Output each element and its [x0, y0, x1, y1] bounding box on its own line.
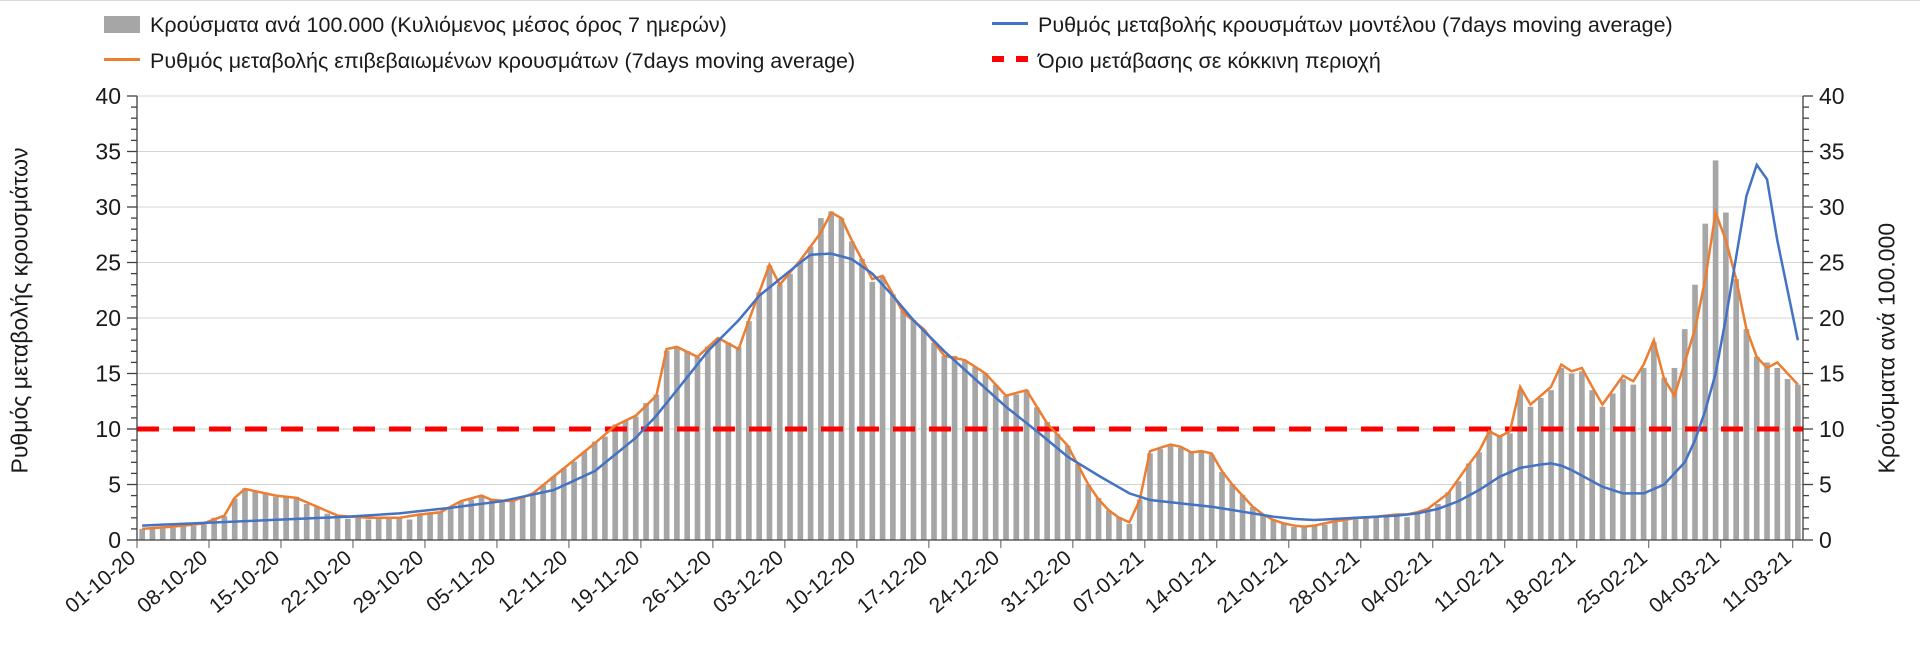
svg-text:40: 40 — [1819, 83, 1845, 109]
svg-text:15: 15 — [1819, 361, 1845, 387]
svg-text:5: 5 — [1819, 472, 1832, 498]
svg-text:10: 10 — [1819, 416, 1845, 442]
svg-text:30: 30 — [95, 194, 121, 220]
svg-text:15: 15 — [95, 361, 121, 387]
svg-text:25: 25 — [95, 250, 121, 276]
svg-text:35: 35 — [1819, 139, 1845, 165]
svg-text:5: 5 — [108, 472, 121, 498]
svg-text:0: 0 — [1819, 527, 1832, 553]
svg-text:20: 20 — [1819, 305, 1845, 331]
svg-text:30: 30 — [1819, 194, 1845, 220]
svg-text:20: 20 — [95, 305, 121, 331]
svg-text:10: 10 — [95, 416, 121, 442]
svg-text:0: 0 — [108, 527, 121, 553]
svg-text:35: 35 — [95, 139, 121, 165]
svg-text:40: 40 — [95, 83, 121, 109]
svg-text:25: 25 — [1819, 250, 1845, 276]
